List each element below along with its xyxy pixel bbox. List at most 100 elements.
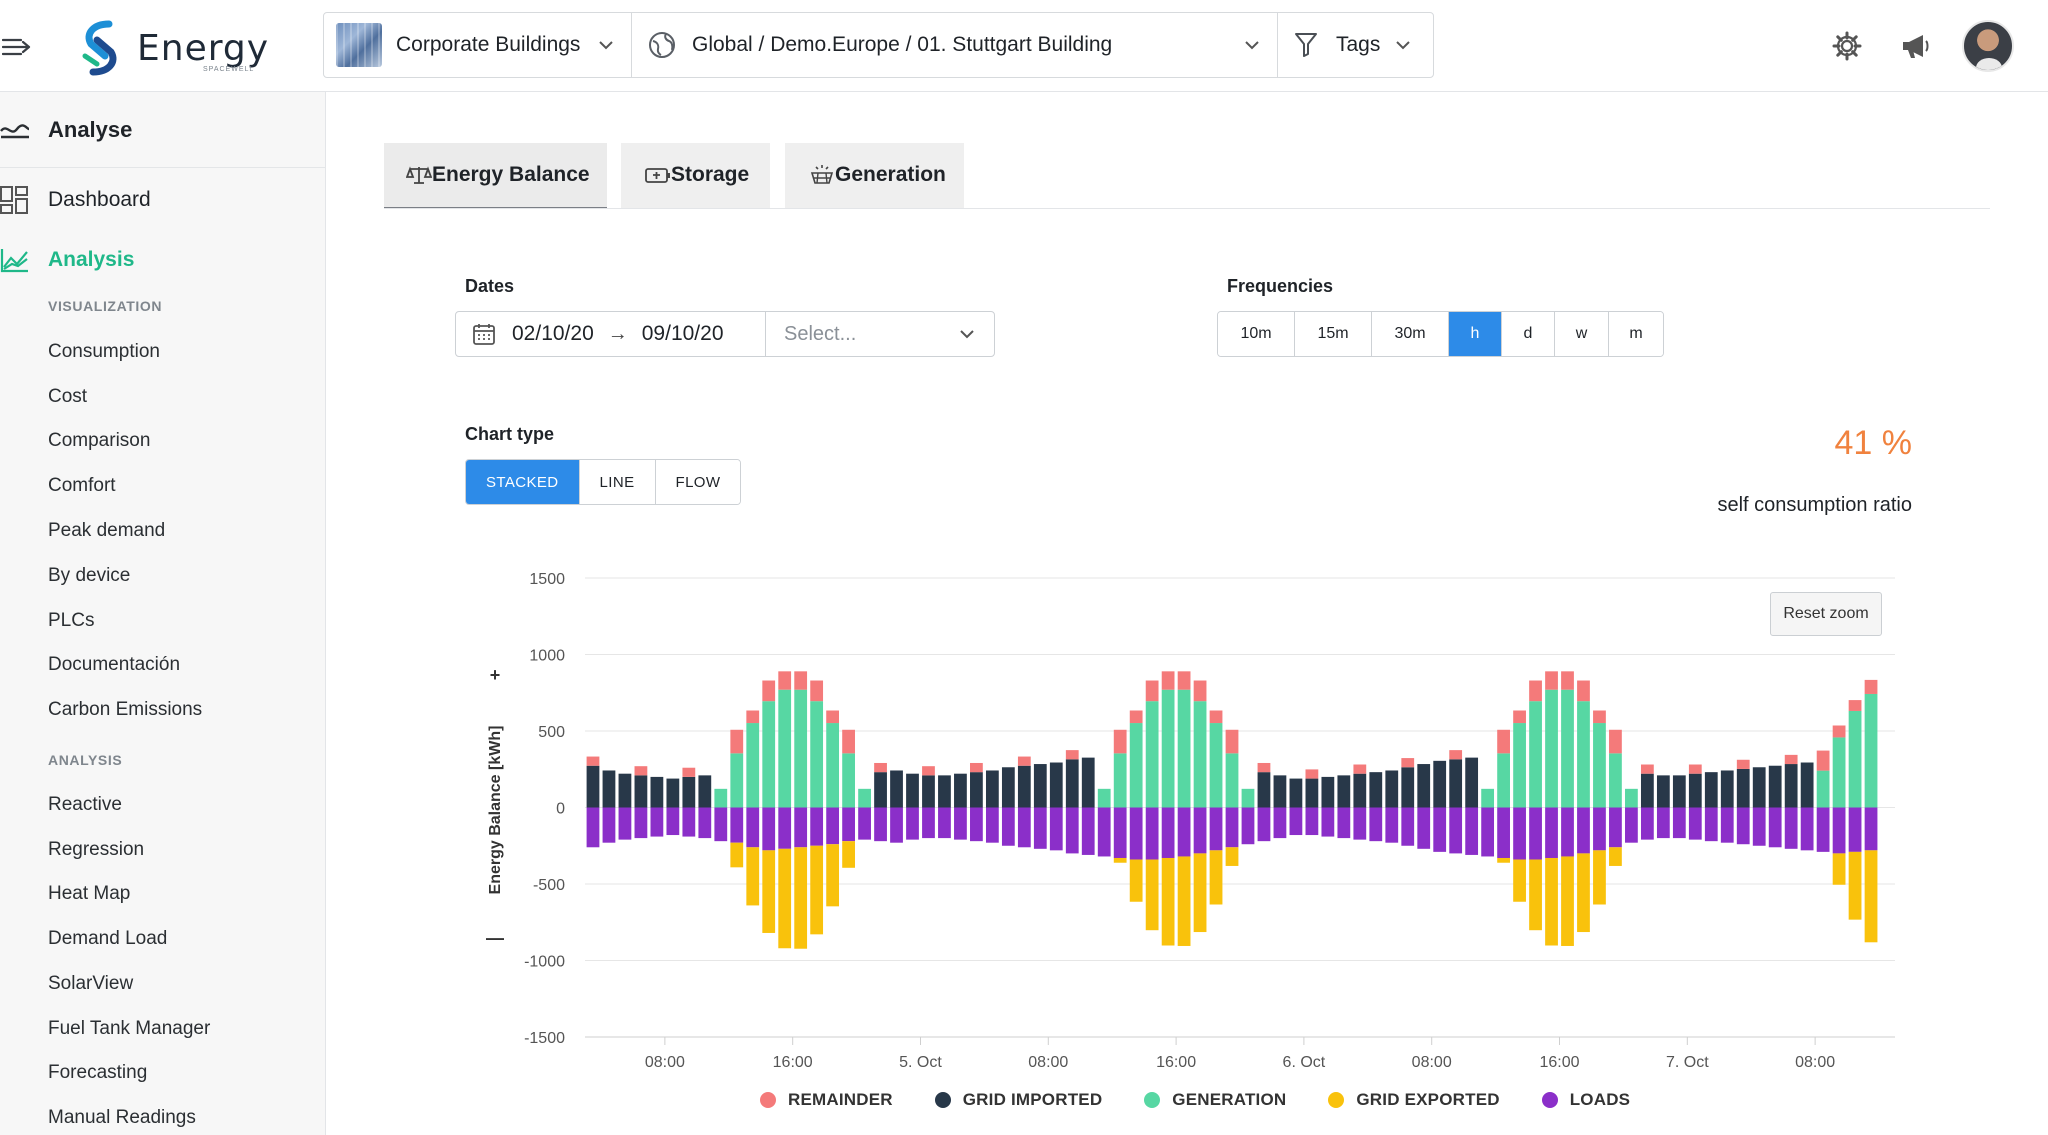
date-range-input[interactable]: 02/10/20 → 09/10/20 [456, 312, 766, 356]
megaphone-icon[interactable] [1898, 28, 1934, 64]
bar-loads [1273, 807, 1287, 839]
battery-icon [645, 168, 670, 183]
bar-remainder [1784, 754, 1798, 765]
freq-button-10m[interactable]: 10m [1218, 312, 1295, 356]
bar-loads [1784, 807, 1798, 849]
chart-type-flow[interactable]: FLOW [655, 460, 741, 504]
tab-energy-balance[interactable]: Energy Balance [384, 143, 607, 209]
freq-button-h[interactable]: h [1449, 312, 1502, 356]
menu-toggle-icon[interactable] [0, 30, 34, 64]
x-tick-label: 7. Oct [1666, 1054, 1709, 1071]
energy-balance-chart[interactable]: 1500 1000 500 0 -500 -1000 -1500 Energy Balance… [470, 555, 1910, 1075]
chart-line-icon [0, 247, 30, 273]
sidebar-item-forecasting[interactable]: Forecasting [48, 1062, 148, 1083]
location-selector[interactable]: Global / Demo.Europe / 01. Stuttgart Bui… [632, 13, 1278, 77]
bar-grid-imported [906, 773, 919, 808]
date-preset-placeholder: Select... [784, 322, 857, 345]
tab-generation[interactable]: Generation [785, 143, 964, 209]
sidebar-item-consumption[interactable]: Consumption [48, 341, 160, 362]
date-to: 09/10/20 [641, 322, 724, 345]
sidebar-item-analysis[interactable]: Analysis [0, 238, 326, 282]
calendar-icon [473, 324, 495, 345]
sidebar-item-demand-load[interactable]: Demand Load [48, 928, 168, 949]
tags-filter[interactable]: Tags [1278, 13, 1433, 77]
bar-loads [730, 807, 744, 843]
bar-loads [666, 807, 680, 836]
freq-button-w[interactable]: w [1555, 312, 1609, 356]
x-tick-label: 08:00 [1028, 1054, 1068, 1071]
sidebar-item-heat-map[interactable]: Heat Map [48, 883, 131, 904]
bar-grid-exported [1161, 857, 1175, 946]
building-selector[interactable]: Corporate Buildings [324, 13, 632, 77]
bar-generation [1513, 723, 1526, 808]
bar-loads [1449, 807, 1463, 854]
bar-generation [762, 701, 776, 808]
bar-loads [1017, 807, 1031, 848]
legend-item-generation[interactable]: GENERATION [1144, 1090, 1286, 1110]
sidebar-header[interactable]: Analyse [0, 92, 326, 168]
bar-loads [746, 807, 760, 848]
app-logo[interactable]: Energy SPACEWELL [75, 20, 269, 76]
bar-generation [1145, 701, 1159, 808]
chart-type-line[interactable]: LINE [579, 460, 656, 504]
bar-grid-imported [922, 775, 935, 808]
tab-label: Generation [835, 163, 946, 186]
legend-item-loads[interactable]: LOADS [1541, 1090, 1631, 1110]
reset-zoom-button[interactable]: Reset zoom [1770, 592, 1882, 636]
building-thumbnail [336, 23, 382, 67]
freq-button-m[interactable]: m [1609, 312, 1663, 356]
legend-item-remainder[interactable]: REMAINDER [760, 1090, 893, 1110]
bar-loads [1513, 807, 1526, 860]
tab-storage[interactable]: Storage [621, 143, 770, 209]
bar-grid-exported [762, 850, 776, 933]
legend-label: GENERATION [1172, 1090, 1287, 1109]
bar-loads [874, 807, 887, 842]
sidebar-item-plcs[interactable]: PLCs [48, 610, 95, 631]
sidebar-item-by-device[interactable]: By device [48, 565, 131, 586]
sidebar-item-reactive[interactable]: Reactive [48, 794, 122, 815]
bar-remainder [1609, 729, 1622, 754]
date-preset-select[interactable]: Select... [766, 312, 994, 356]
bar-remainder [810, 680, 824, 702]
bar-loads [1097, 807, 1111, 857]
sidebar-item-peak-demand[interactable]: Peak demand [48, 520, 166, 541]
sidebar-item-documentacion[interactable]: Documentación [48, 654, 181, 675]
sidebar-item-dashboard[interactable]: Dashboard [0, 178, 326, 222]
sidebar-item-comparison[interactable]: Comparison [48, 430, 151, 451]
freq-button-30m[interactable]: 30m [1372, 312, 1449, 356]
bar-generation [1561, 689, 1574, 808]
bar-remainder [1848, 700, 1862, 711]
y-axis-minus-label: — [486, 928, 504, 948]
context-selector: Corporate Buildings Global / Demo.Europe… [323, 12, 1434, 78]
bar-loads [1161, 807, 1175, 858]
logo-subtext: SPACEWELL [203, 66, 255, 73]
legend-item-grid-imported[interactable]: GRID IMPORTED [934, 1090, 1103, 1110]
sidebar-item-fuel-tank-manager[interactable]: Fuel Tank Manager [48, 1018, 211, 1039]
y-tick-label: 1000 [529, 648, 565, 665]
sidebar-item-carbon-emissions[interactable]: Carbon Emissions [48, 699, 203, 720]
bar-loads [1736, 807, 1750, 845]
sidebar-item-manual-readings[interactable]: Manual Readings [48, 1107, 196, 1128]
bar-generation [1481, 788, 1495, 808]
freq-button-d[interactable]: d [1502, 312, 1555, 356]
bar-grid-exported [1864, 850, 1878, 943]
sidebar-item-regression[interactable]: Regression [48, 839, 145, 860]
sidebar-item-cost[interactable]: Cost [48, 386, 88, 407]
bar-loads [1577, 807, 1590, 854]
freq-button-15m[interactable]: 15m [1295, 312, 1372, 356]
legend-dot [1144, 1092, 1161, 1108]
legend-item-grid-exported[interactable]: GRID EXPORTED [1328, 1090, 1500, 1110]
user-avatar[interactable] [1962, 20, 2014, 72]
bar-grid-imported [682, 776, 696, 808]
bar-loads [890, 807, 903, 843]
sidebar-item-solarview[interactable]: SolarView [48, 973, 134, 994]
bar-grid-exported [1593, 850, 1606, 905]
bar-loads [1848, 807, 1862, 852]
bar-generation [778, 689, 792, 808]
chart-type-stacked[interactable]: STACKED [466, 460, 580, 504]
gear-icon[interactable] [1829, 28, 1865, 64]
bar-grid-imported [1017, 765, 1031, 808]
sidebar-item-comfort[interactable]: Comfort [48, 475, 116, 496]
bar-loads [1545, 807, 1558, 858]
bar-remainder [1193, 680, 1207, 702]
